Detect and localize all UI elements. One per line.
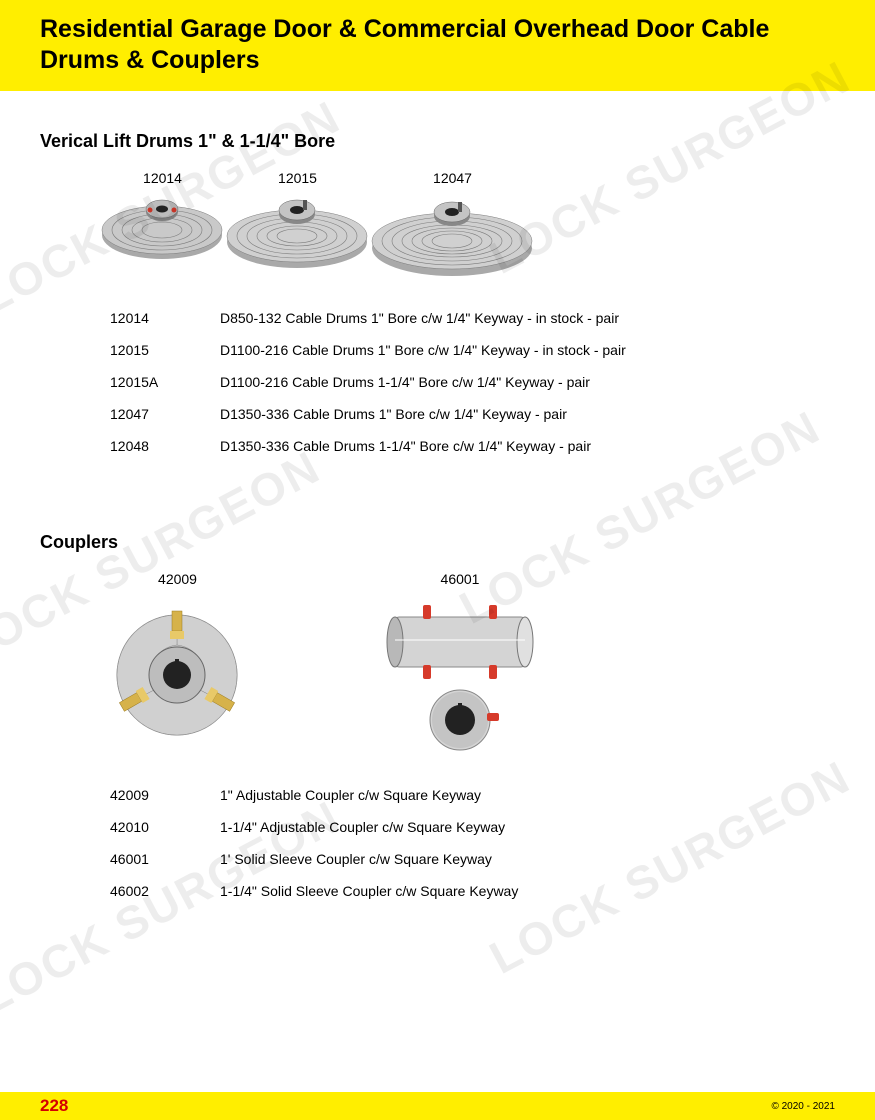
header-bar: Residential Garage Door & Commercial Ove… [0, 0, 875, 91]
table-row: 12015 D1100-216 Cable Drums 1" Bore c/w … [110, 334, 835, 366]
content-area: Verical Lift Drums 1" & 1-1/4" Bore 1201… [0, 91, 875, 907]
drum-spec-table: 12014 D850-132 Cable Drums 1" Bore c/w 1… [110, 302, 835, 462]
drum-icon [370, 190, 535, 278]
footer-bar: 228 © 2020 - 2021 [0, 1092, 875, 1120]
spec-desc: D1100-216 Cable Drums 1" Bore c/w 1/4" K… [220, 343, 835, 357]
coupler-icon [100, 595, 255, 745]
drum-image-12047: 12047 [370, 170, 535, 278]
spec-desc: 1-1/4" Solid Sleeve Coupler c/w Square K… [220, 884, 835, 898]
drum-images-row: 12014 12015 [100, 170, 835, 278]
spec-code: 42010 [110, 820, 220, 834]
table-row: 46001 1' Solid Sleeve Coupler c/w Square… [110, 843, 835, 875]
spec-code: 12015 [110, 343, 220, 357]
spec-code: 46001 [110, 852, 220, 866]
spec-desc: D1100-216 Cable Drums 1-1/4" Bore c/w 1/… [220, 375, 835, 389]
table-row: 42010 1-1/4" Adjustable Coupler c/w Squa… [110, 811, 835, 843]
spec-code: 42009 [110, 788, 220, 802]
coupler-image-46001: 46001 [375, 571, 545, 755]
spec-code: 46002 [110, 884, 220, 898]
spec-desc: 1-1/4" Adjustable Coupler c/w Square Key… [220, 820, 835, 834]
section-heading-drums: Verical Lift Drums 1" & 1-1/4" Bore [40, 131, 835, 152]
drum-icon [225, 190, 370, 270]
table-row: 46002 1-1/4" Solid Sleeve Coupler c/w Sq… [110, 875, 835, 907]
section-heading-couplers: Couplers [40, 532, 835, 553]
table-row: 12014 D850-132 Cable Drums 1" Bore c/w 1… [110, 302, 835, 334]
spec-code: 12014 [110, 311, 220, 325]
drum-image-12014: 12014 [100, 170, 225, 262]
coupler-label: 42009 [158, 571, 197, 587]
spec-desc: D850-132 Cable Drums 1" Bore c/w 1/4" Ke… [220, 311, 835, 325]
copyright: © 2020 - 2021 [771, 1101, 835, 1112]
spec-code: 12047 [110, 407, 220, 421]
coupler-images-row: 42009 [100, 571, 835, 755]
spec-desc: D1350-336 Cable Drums 1" Bore c/w 1/4" K… [220, 407, 835, 421]
drum-label: 12015 [278, 170, 317, 186]
table-row: 12015A D1100-216 Cable Drums 1-1/4" Bore… [110, 366, 835, 398]
page-number: 228 [40, 1096, 68, 1116]
table-row: 12048 D1350-336 Cable Drums 1-1/4" Bore … [110, 430, 835, 462]
spec-code: 12015A [110, 375, 220, 389]
drum-icon [100, 190, 225, 262]
drum-label: 12047 [433, 170, 472, 186]
drum-label: 12014 [143, 170, 182, 186]
spec-code: 12048 [110, 439, 220, 453]
spec-desc: D1350-336 Cable Drums 1-1/4" Bore c/w 1/… [220, 439, 835, 453]
table-row: 42009 1" Adjustable Coupler c/w Square K… [110, 779, 835, 811]
coupler-image-42009: 42009 [100, 571, 255, 745]
table-row: 12047 D1350-336 Cable Drums 1" Bore c/w … [110, 398, 835, 430]
drum-image-12015: 12015 [225, 170, 370, 270]
page-title: Residential Garage Door & Commercial Ove… [40, 14, 835, 77]
coupler-label: 46001 [441, 571, 480, 587]
spec-desc: 1" Adjustable Coupler c/w Square Keyway [220, 788, 835, 802]
coupler-icon [375, 595, 545, 755]
spec-desc: 1' Solid Sleeve Coupler c/w Square Keywa… [220, 852, 835, 866]
coupler-spec-table: 42009 1" Adjustable Coupler c/w Square K… [110, 779, 835, 907]
